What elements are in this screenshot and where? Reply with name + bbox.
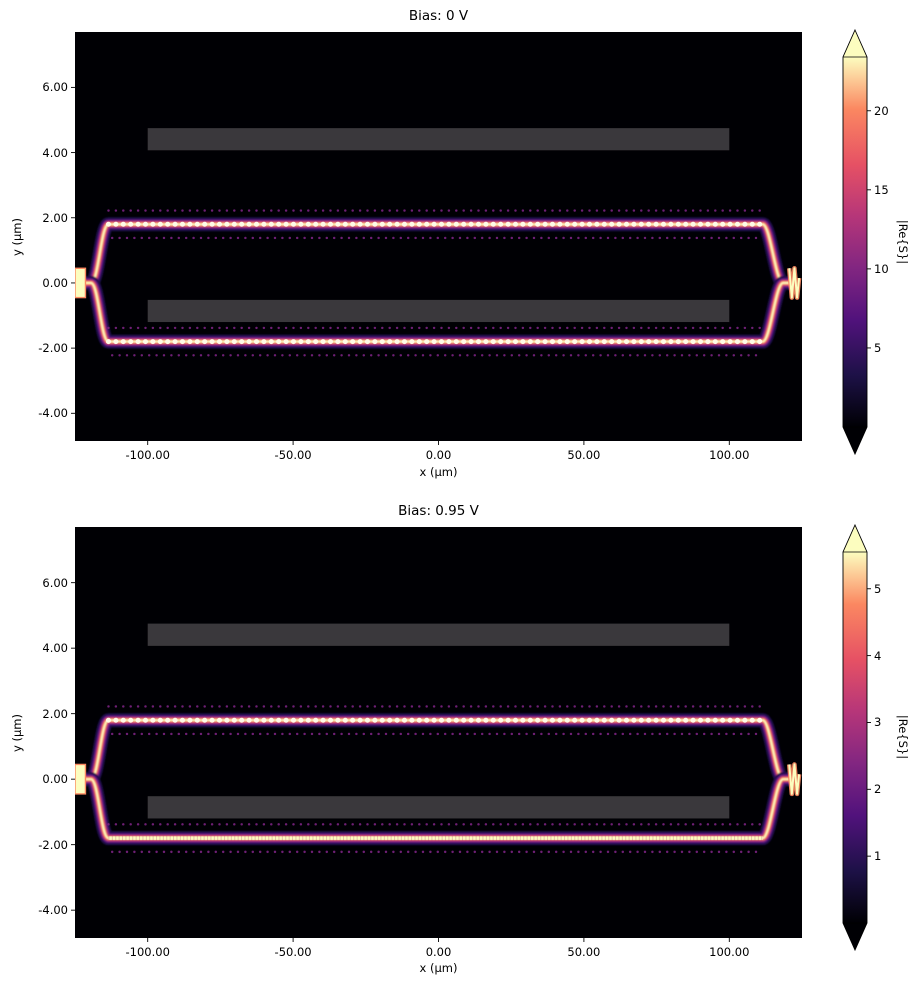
waveguide-field — [75, 705, 802, 854]
colorbar — [842, 523, 868, 952]
output-field-core — [788, 267, 801, 299]
waveguide-field — [75, 209, 802, 357]
source-marker — [75, 763, 87, 795]
electrode-bar — [147, 299, 730, 323]
colorbar — [842, 28, 868, 456]
axes-background — [75, 32, 802, 441]
electrode-bar — [147, 623, 730, 646]
subplot-0 — [71, 28, 871, 456]
output-field-core — [788, 763, 801, 795]
subplot-1 — [71, 523, 871, 952]
electrode-bar — [147, 796, 730, 819]
electrode-bar — [147, 128, 730, 151]
source-marker — [75, 267, 87, 299]
axes-background — [75, 527, 802, 938]
